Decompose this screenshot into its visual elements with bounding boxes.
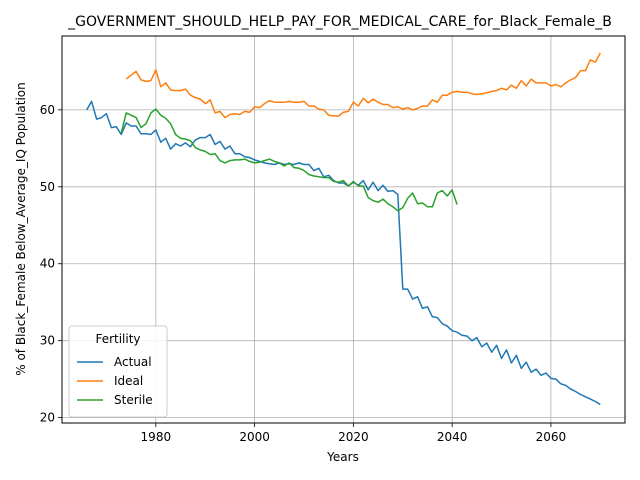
chart-title: _GOVERNMENT_SHOULD_HELP_PAY_FOR_MEDICAL_… (67, 14, 612, 30)
y-tick-label: 20 (40, 411, 55, 425)
x-tick-label: 2060 (536, 430, 567, 444)
y-tick-label: 40 (40, 257, 55, 271)
plot-frame (61, 35, 626, 424)
y-axis: 20 30 40 50 60 (40, 103, 62, 425)
legend-label-actual: Actual (114, 355, 152, 369)
legend-label-sterile: Sterile (114, 393, 153, 407)
grid (62, 36, 625, 423)
x-tick-label: 1980 (141, 430, 172, 444)
x-tick-label: 2020 (338, 430, 369, 444)
y-tick-label: 30 (40, 334, 55, 348)
series-line-actual (86, 100, 601, 406)
x-axis-label: Years (326, 450, 359, 464)
legend-title: Fertility (95, 332, 140, 346)
x-tick-label: 2040 (437, 430, 468, 444)
y-axis-label: % of Black_Female Below_Average_IQ Popul… (14, 82, 28, 376)
series-line-sterile (120, 108, 458, 212)
plot-lines (86, 52, 601, 406)
x-tick-label: 2000 (239, 430, 270, 444)
x-axis: 1980 2000 2020 2040 2060 (141, 423, 567, 444)
y-tick-label: 50 (40, 180, 55, 194)
legend-items: Actual Ideal Sterile (77, 355, 153, 407)
legend-label-ideal: Ideal (114, 374, 143, 388)
y-tick-label: 60 (40, 103, 55, 117)
legend: Fertility Actual Ideal Sterile (68, 325, 168, 418)
series-line-ideal (125, 52, 601, 119)
legend-box (68, 325, 168, 418)
